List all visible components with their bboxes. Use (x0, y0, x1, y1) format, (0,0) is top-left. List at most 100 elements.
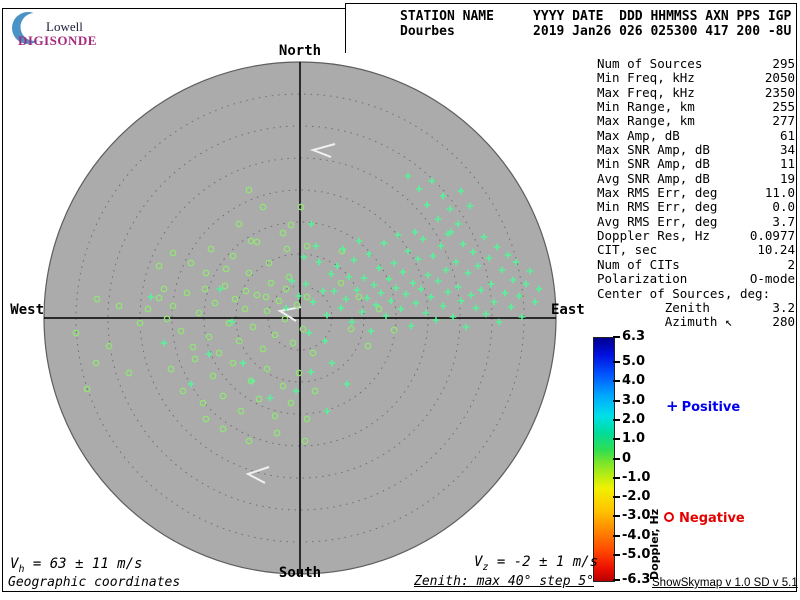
stat-row: Num of CITs 2 (597, 257, 795, 272)
source-marker-plus (501, 289, 509, 297)
source-marker-plus (404, 247, 412, 255)
source-marker-circle (390, 326, 398, 334)
source-marker-circle (295, 369, 303, 377)
source-marker-plus (490, 298, 498, 306)
source-marker-plus (515, 292, 523, 300)
source-marker-plus (407, 322, 415, 330)
colorbar-tick-label: -1.0 (622, 469, 651, 485)
source-marker-plus (417, 285, 425, 293)
source-marker-plus (382, 312, 390, 320)
source-marker-circle (253, 238, 261, 246)
stat-value: 34 (779, 142, 795, 158)
source-marker-plus (415, 185, 423, 193)
source-marker-circle (237, 407, 245, 415)
source-marker-plus (495, 318, 503, 326)
stat-label: Center of Sources, deg: (597, 285, 771, 301)
source-marker-circle (155, 262, 163, 270)
stat-label: Max Range, km (597, 113, 695, 129)
source-marker-plus (312, 242, 320, 250)
source-marker-plus (487, 280, 495, 288)
source-marker-circle (83, 385, 91, 393)
source-marker-circle (271, 331, 279, 339)
source-marker-plus (353, 286, 361, 294)
source-marker-circle (293, 301, 301, 309)
stat-row: Max Range, km 277 (597, 113, 795, 129)
source-marker-plus (454, 283, 462, 291)
source-marker-circle (301, 437, 309, 445)
stat-row: Avg SNR Amp, dB 19 (597, 171, 795, 186)
source-marker-circle (245, 269, 253, 277)
colorbar-gradient (593, 337, 615, 582)
source-marker-plus (330, 287, 338, 295)
source-marker-circle (255, 395, 263, 403)
source-marker-circle (207, 245, 215, 253)
source-marker-circle (265, 259, 273, 267)
source-marker-plus (385, 275, 393, 283)
stat-row: Polarization O-mode (597, 271, 795, 287)
circle-icon (664, 512, 674, 522)
source-marker-circle (202, 415, 210, 423)
legend-positive-label: Positive (681, 400, 741, 415)
source-marker-circle (201, 285, 209, 293)
source-marker-plus (358, 308, 366, 316)
source-marker-plus (394, 231, 402, 239)
source-marker-circle (92, 359, 100, 367)
source-marker-circle (219, 425, 227, 433)
source-marker-plus (345, 273, 353, 281)
source-marker-circle (72, 329, 80, 337)
colorbar-tick-label: 2.0 (622, 411, 646, 427)
source-marker-plus (493, 243, 501, 251)
source-marker-circle (199, 399, 207, 407)
stat-value: 295 (772, 56, 795, 71)
source-marker-plus (444, 230, 452, 238)
frame-header-divider (345, 3, 346, 53)
colorbar-tick (613, 534, 620, 537)
source-marker-plus (333, 262, 341, 270)
source-marker-plus (205, 350, 213, 358)
crescent-icon (12, 12, 49, 44)
frame-top-left (2, 8, 346, 9)
source-marker-plus (399, 268, 407, 276)
source-marker-plus (454, 220, 462, 228)
stat-value: 0.0 (772, 199, 795, 215)
label-north: North (278, 43, 322, 59)
colorbar-tick-label: -6.3 (622, 572, 651, 587)
colorbar-tick (613, 418, 620, 421)
stat-label: Max RMS Err, deg (597, 185, 718, 201)
colorbar-tick-label: 5.0 (622, 354, 646, 370)
source-marker-plus (380, 239, 388, 247)
colorbar-tick (613, 457, 620, 460)
source-marker-plus (414, 255, 422, 263)
source-marker-plus (305, 329, 313, 337)
source-marker-circle (245, 186, 253, 194)
source-marker-plus (309, 298, 317, 306)
colorbar-tick (613, 579, 620, 581)
stat-value: 11.0 (764, 185, 795, 201)
legend-positive: + Positive (666, 397, 740, 415)
source-marker-plus (459, 240, 467, 248)
label-west: West (10, 302, 44, 318)
source-marker-circle (347, 325, 355, 333)
source-marker-plus (339, 245, 347, 253)
source-marker-circle (202, 269, 210, 277)
frame-right (796, 3, 797, 592)
stat-row: CIT, sec 10.24 (597, 243, 795, 258)
source-marker-plus (266, 394, 274, 402)
source-marker-circle (279, 382, 287, 390)
source-marker-plus (337, 304, 345, 312)
source-marker-plus (187, 380, 195, 388)
source-marker-circle (136, 319, 144, 327)
source-marker-circle (249, 323, 257, 331)
source-marker-circle (169, 249, 177, 257)
source-marker-plus (323, 311, 331, 319)
source-marker-plus (295, 292, 303, 300)
source-marker-plus (228, 318, 236, 326)
source-marker-circle (160, 285, 168, 293)
stat-label: Polarization (597, 271, 688, 287)
colorbar-tick-label: -3.0 (622, 508, 651, 524)
source-marker-circle (115, 302, 123, 310)
direction-arrow-icon (245, 466, 270, 484)
source-marker-plus (424, 271, 432, 279)
source-marker-circle (211, 299, 219, 307)
